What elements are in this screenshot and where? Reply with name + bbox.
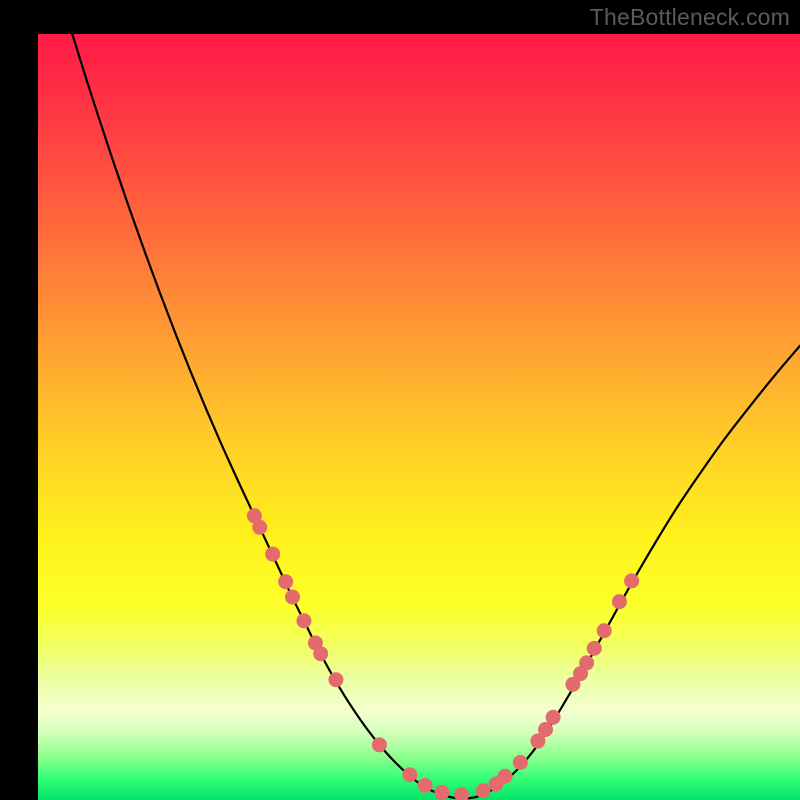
gradient-background (38, 34, 800, 800)
curve-marker (434, 785, 449, 800)
curve-marker (546, 710, 561, 725)
curve-marker (372, 737, 387, 752)
curve-marker (418, 778, 433, 793)
plot-area (38, 34, 800, 800)
watermark-text: TheBottleneck.com (590, 4, 790, 31)
curve-marker (498, 769, 513, 784)
curve-marker (296, 613, 311, 628)
curve-marker (265, 547, 280, 562)
curve-marker (252, 520, 267, 535)
curve-marker (587, 641, 602, 656)
plot-svg (38, 34, 800, 800)
curve-marker (579, 655, 594, 670)
curve-marker (402, 767, 417, 782)
curve-marker (624, 573, 639, 588)
curve-marker (285, 590, 300, 605)
curve-marker (612, 594, 627, 609)
curve-marker (476, 783, 491, 798)
curve-marker (513, 755, 528, 770)
curve-marker (313, 646, 328, 661)
chart-stage: TheBottleneck.com (0, 0, 800, 800)
curve-marker (597, 623, 612, 638)
curve-marker (278, 574, 293, 589)
curve-marker (328, 672, 343, 687)
